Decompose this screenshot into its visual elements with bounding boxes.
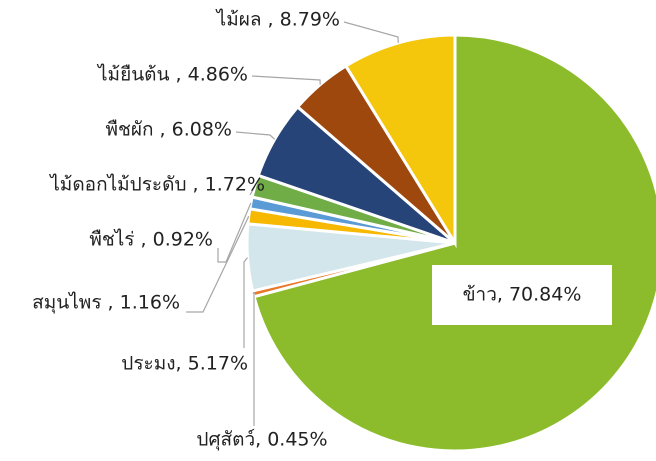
leader-line [243,257,248,348]
leader-line [249,185,256,196]
data-label: พืชผัก , 6.08% [105,119,232,141]
data-label: สมุนไพร , 1.16% [32,292,180,315]
data-label: ประมง, 5.17% [121,353,248,375]
label-box [432,265,612,325]
data-label: ไม้ดอกไม้ประดับ , 1.72% [48,174,265,196]
data-label: ไม้ยืนต้น , 4.86% [96,64,248,86]
data-label: ไม้ผล , 8.79% [215,9,340,31]
leader-line [251,75,321,85]
leader-line [217,202,252,263]
leader-line [343,21,399,43]
leader-line [252,289,255,426]
leader-line [235,131,276,140]
data-label: ข้าว, 70.84% [463,284,582,306]
data-label: พืชไร่ , 0.92% [89,229,213,251]
data-label: ปศุสัตว์, 0.45% [196,429,327,452]
leader-line [186,216,250,313]
